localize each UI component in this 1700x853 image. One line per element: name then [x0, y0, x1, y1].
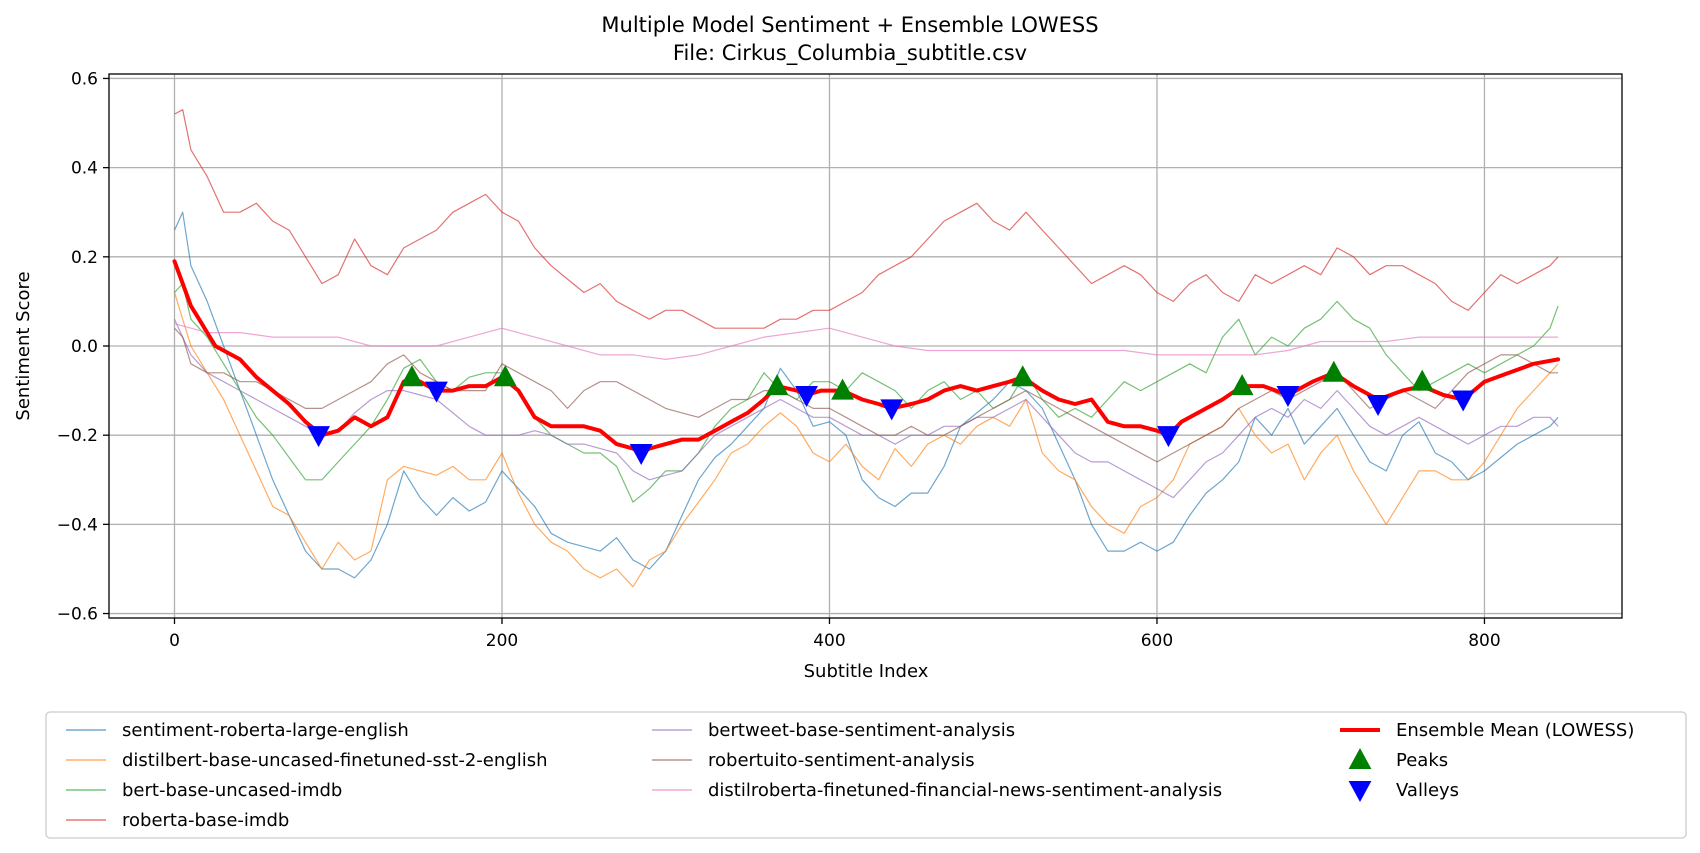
- series-line-roberta-base-imdb: [174, 109, 1559, 329]
- legend-entry-peaks: Peaks: [1348, 748, 1448, 771]
- legend-entry-bertweet-base-sentiment-analysis: bertweet-base-sentiment-analysis: [652, 720, 1015, 741]
- valley-marker: [1366, 394, 1390, 416]
- legend-label: Peaks: [1396, 750, 1448, 771]
- legend-label: Ensemble Mean (LOWESS): [1396, 720, 1634, 741]
- legend-label: robertuito-sentiment-analysis: [708, 750, 975, 771]
- legend-entry-distilbert-base-uncased-finetuned-sst-2-english: distilbert-base-uncased-finetuned-sst-2-…: [66, 750, 547, 771]
- y-tick-label: 0.4: [71, 159, 98, 179]
- y-tick-label: 0.2: [71, 248, 98, 268]
- legend-label: distilroberta-finetuned-financial-news-s…: [708, 780, 1222, 801]
- valley-marker: [1451, 390, 1475, 412]
- series-layer: [172, 109, 1561, 588]
- y-axis-label: Sentiment Score: [13, 271, 34, 420]
- legend-swatch: [1348, 781, 1372, 802]
- legend-label: sentiment-roberta-large-english: [122, 720, 409, 741]
- legend-swatch: [1348, 748, 1372, 769]
- valley-marker: [1157, 426, 1180, 448]
- y-tick-label: −0.6: [57, 605, 98, 625]
- legend-entry-ensemble-mean-lowess: Ensemble Mean (LOWESS): [1340, 720, 1634, 741]
- y-tick-label: 0.0: [71, 337, 98, 357]
- valley-marker: [307, 426, 330, 448]
- chart-title: Multiple Model Sentiment + Ensemble LOWE…: [601, 13, 1098, 37]
- peak-marker: [765, 374, 789, 396]
- x-axis-label: Subtitle Index: [804, 661, 929, 682]
- y-axis-ticks: −0.6 −0.4 −0.2 0.0 0.2 0.4 0.6: [57, 69, 109, 625]
- legend-entry-sentiment-roberta-large-english: sentiment-roberta-large-english: [66, 720, 409, 741]
- x-tick-label: 0: [169, 631, 180, 651]
- x-tick-label: 800: [1468, 631, 1500, 651]
- legend: sentiment-roberta-large-english distilber…: [66, 720, 1634, 831]
- peak-marker: [1410, 369, 1434, 391]
- chart-subtitle: File: Cirkus_Columbia_subtitle.csv: [673, 41, 1027, 66]
- legend-entry-bert-base-uncased-imdb: bert-base-uncased-imdb: [66, 780, 342, 801]
- valley-marker: [629, 444, 653, 466]
- ensemble-lowess-line: [172, 259, 1561, 455]
- peak-marker: [493, 365, 517, 387]
- y-tick-label: 0.6: [71, 69, 98, 89]
- series-line-distilroberta-finetuned-financial-news-sentiment-analysis: [174, 323, 1559, 360]
- series-line-distilbert-base-uncased-finetuned-sst-2-english: [173, 292, 1559, 588]
- legend-label: distilbert-base-uncased-finetuned-sst-2-…: [122, 750, 547, 771]
- marker-layer: [307, 360, 1475, 466]
- valley-marker: [880, 399, 904, 421]
- series-line-robertuito-sentiment-analysis: [174, 327, 1559, 463]
- legend-label: bert-base-uncased-imdb: [122, 780, 342, 801]
- y-tick-label: −0.4: [57, 515, 98, 535]
- y-tick-label: −0.2: [57, 426, 98, 446]
- x-tick-label: 400: [813, 631, 845, 651]
- series-line-bertweet-base-sentiment-analysis: [173, 318, 1559, 499]
- legend-frame: [45, 711, 1687, 839]
- series-line-bert-base-uncased-imdb: [174, 283, 1559, 503]
- legend-label: Valleys: [1396, 780, 1459, 801]
- peak-marker: [1011, 365, 1035, 387]
- valley-marker: [795, 386, 818, 408]
- legend-entry-robertuito-sentiment-analysis: robertuito-sentiment-analysis: [652, 750, 975, 771]
- legend-entry-distilroberta-finetuned-financial-news-sentiment-analysis: distilroberta-finetuned-financial-news-s…: [652, 780, 1222, 801]
- x-tick-label: 200: [486, 631, 518, 651]
- grid: [109, 74, 1622, 618]
- x-tick-label: 600: [1141, 631, 1173, 651]
- legend-entry-roberta-base-imdb: roberta-base-imdb: [66, 810, 289, 831]
- legend-label: roberta-base-imdb: [122, 810, 289, 831]
- valley-marker: [1276, 386, 1300, 408]
- x-axis-ticks: 0 200 400 600 800: [169, 618, 1501, 651]
- peak-marker: [400, 365, 424, 387]
- peak-marker: [1230, 374, 1254, 396]
- legend-entry-valleys: Valleys: [1348, 780, 1459, 802]
- peak-marker: [831, 378, 854, 400]
- legend-label: bertweet-base-sentiment-analysis: [708, 720, 1015, 741]
- series-line-sentiment-roberta-large-english: [173, 211, 1559, 579]
- valley-marker: [425, 381, 448, 403]
- peak-marker: [1322, 360, 1346, 382]
